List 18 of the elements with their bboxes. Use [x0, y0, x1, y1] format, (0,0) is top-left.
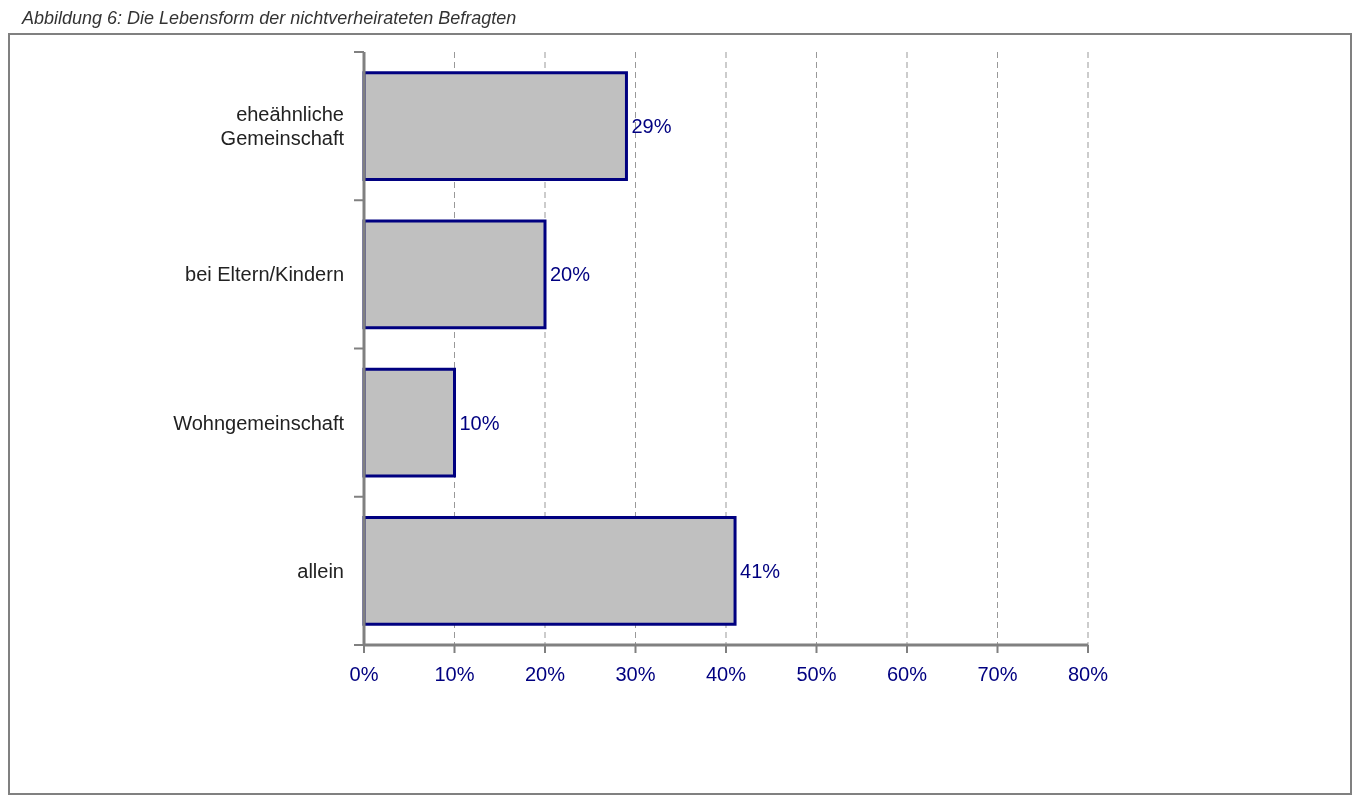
y-tick-label: bei Eltern/Kindern	[185, 263, 344, 286]
y-tick-label: allein	[297, 559, 344, 582]
data-label: 29%	[631, 115, 672, 138]
y-tick-label: Wohngemeinschaft	[173, 411, 345, 434]
x-tick-label: 0%	[349, 663, 379, 685]
y-tick-label: eheähnliche Gemeinschaft	[220, 103, 345, 150]
x-tick-label: 20%	[524, 663, 566, 685]
chart-title: Abbildung 6: Die Lebensform der nichtverheirateten Befragten	[21, 8, 517, 28]
data-label: 10%	[459, 411, 500, 434]
x-tick-label: 80%	[1067, 663, 1109, 685]
x-tick-label: 70%	[977, 663, 1018, 685]
x-tick-label: 50%	[796, 663, 837, 685]
x-tick-label: 60%	[886, 663, 928, 685]
x-tick-label: 10%	[434, 663, 475, 685]
x-tick-label: 30%	[615, 663, 656, 685]
x-tick-label: 40%	[705, 663, 747, 685]
data-label: 20%	[550, 263, 591, 286]
data-label: 41%	[740, 559, 781, 582]
